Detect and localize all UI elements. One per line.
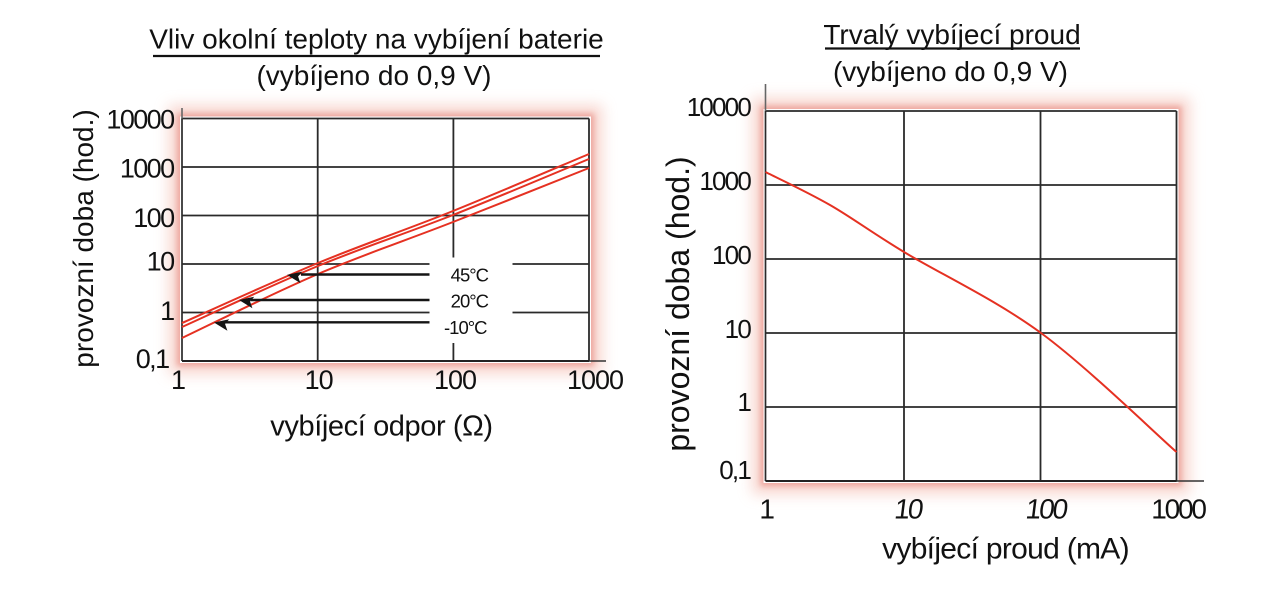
svg-text:1: 1 — [737, 387, 751, 417]
svg-text:provozní doba (hod.): provozní doba (hod.) — [68, 109, 99, 367]
svg-text:100: 100 — [133, 203, 174, 233]
svg-text:(vybíjeno do 0,9 V): (vybíjeno do 0,9 V) — [256, 60, 491, 91]
svg-text:100: 100 — [712, 240, 751, 270]
svg-text:vybíjecí odpor (Ω): vybíjecí odpor (Ω) — [270, 411, 492, 443]
svg-text:1000: 1000 — [567, 365, 623, 395]
svg-text:provozní doba (hod.): provozní doba (hod.) — [660, 156, 696, 451]
svg-text:10: 10 — [305, 365, 333, 395]
svg-text:-10°C: -10°C — [444, 317, 487, 338]
svg-text:0,1: 0,1 — [136, 344, 169, 374]
svg-text:1: 1 — [160, 296, 174, 326]
svg-text:10: 10 — [893, 494, 925, 525]
svg-text:10: 10 — [725, 314, 752, 344]
svg-text:20°C: 20°C — [451, 291, 489, 312]
svg-text:1000: 1000 — [699, 166, 751, 196]
svg-text:Trvalý vybíjecí proud: Trvalý vybíjecí proud — [823, 19, 1080, 50]
svg-text:10000: 10000 — [106, 105, 174, 135]
svg-text:1000: 1000 — [120, 154, 174, 184]
svg-text:100: 100 — [1024, 494, 1069, 525]
svg-text:10000: 10000 — [687, 92, 752, 122]
svg-text:0,1: 0,1 — [719, 455, 751, 485]
svg-text:1: 1 — [759, 494, 774, 525]
svg-text:1: 1 — [171, 365, 185, 395]
svg-text:1000: 1000 — [1151, 494, 1206, 525]
svg-text:vybíjecí proud (mA): vybíjecí proud (mA) — [882, 533, 1129, 566]
svg-text:100: 100 — [434, 365, 476, 395]
svg-text:45°C: 45°C — [451, 264, 489, 285]
svg-text:10: 10 — [147, 247, 174, 277]
svg-text:(vybíjeno do 0,9 V): (vybíjeno do 0,9 V) — [833, 56, 1068, 87]
svg-text:Vliv okolní teploty na vybíjen: Vliv okolní teploty na vybíjení baterie — [149, 24, 603, 55]
